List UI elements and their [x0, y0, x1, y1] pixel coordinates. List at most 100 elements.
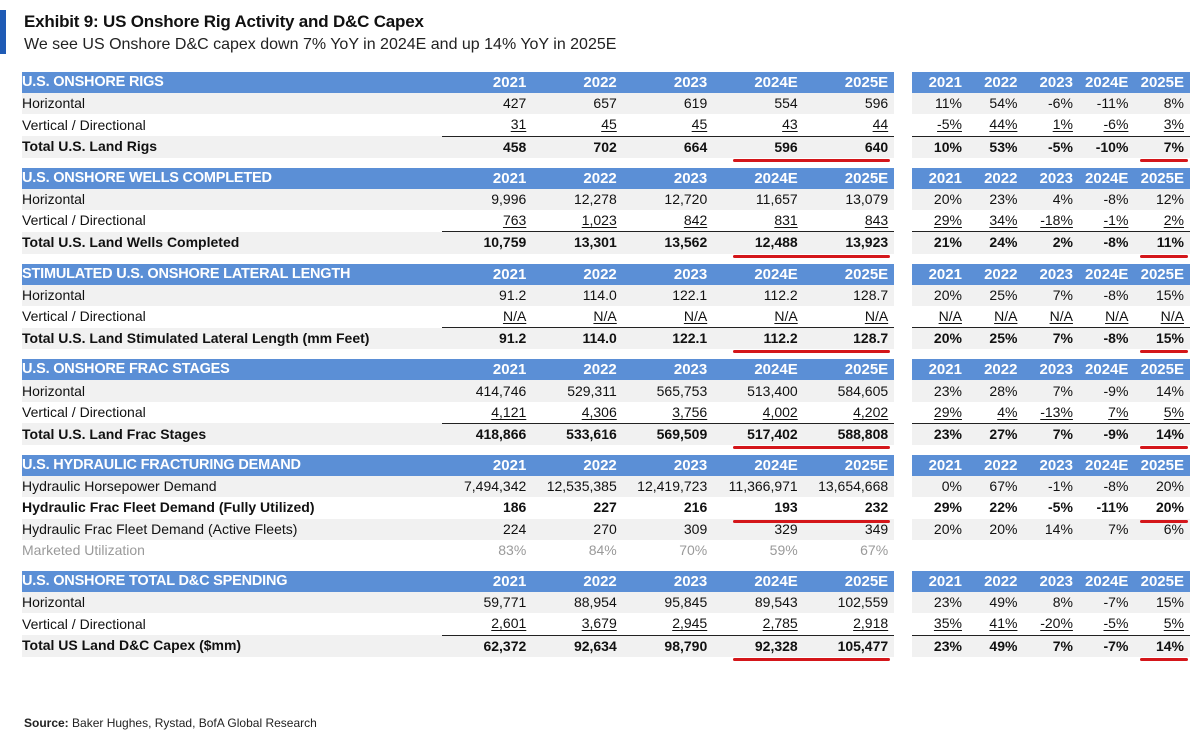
red-underline	[733, 254, 891, 258]
pct-cell: 14%	[1134, 380, 1190, 402]
pct-cell: 67%	[967, 476, 1024, 498]
section-spacer	[22, 445, 1190, 455]
value-cell: 9,996	[441, 188, 533, 211]
pct-cell: 7%	[1023, 634, 1079, 657]
value-cell: 513,400	[713, 380, 804, 402]
year-header-pct: 2024E	[1078, 263, 1135, 285]
pct-cell: 8%	[1134, 93, 1190, 115]
section-header: U.S. ONSHORE WELLS COMPLETED 2021 2022 2023…	[22, 167, 1190, 189]
year-header-pct: 2023	[1023, 455, 1079, 477]
value-cell: 44	[803, 114, 895, 137]
pct-cell: 24%	[967, 231, 1024, 254]
year-header: 2022	[532, 455, 623, 477]
year-header-pct: 2021	[912, 359, 968, 381]
column-gap	[894, 380, 913, 402]
pct-cell: 14%	[1134, 634, 1190, 657]
value-cell: 533,616	[532, 422, 623, 445]
value-cell: 4,121	[441, 401, 533, 424]
year-header-pct: 2024E	[1078, 359, 1135, 381]
table-row: Horizontal 59,771 88,954 95,845 89,543 102,55…	[22, 592, 1190, 614]
value-cell: 114.0	[532, 284, 623, 306]
year-header: 2024E	[713, 167, 804, 189]
value-cell: 664	[622, 135, 714, 158]
value-cell: 193	[713, 497, 804, 519]
table-row: Hydraulic Frac Fleet Demand (Active Flee…	[22, 518, 1190, 540]
pct-cell: -7%	[1078, 634, 1135, 657]
pct-cell: 4%	[1023, 188, 1079, 211]
pct-cell: -11%	[1078, 497, 1135, 519]
value-cell: N/A	[622, 305, 714, 328]
value-cell: 114.0	[532, 327, 623, 350]
value-cell: 842	[622, 210, 714, 232]
value-cell: 112.2	[713, 327, 804, 350]
value-cell: 84%	[532, 539, 623, 561]
value-cell: 122.1	[622, 284, 714, 306]
source-note: Source: Baker Hughes, Rystad, BofA Globa…	[24, 716, 317, 730]
value-cell: 232	[803, 497, 895, 519]
value-cell: 91.2	[441, 327, 533, 350]
value-cell: 554	[713, 93, 804, 115]
value-cell: 11,657	[713, 188, 804, 211]
value-cell: 13,301	[532, 231, 623, 254]
column-gap	[894, 188, 913, 211]
value-cell: N/A	[532, 305, 623, 328]
value-cell: 95,845	[622, 592, 714, 614]
pct-cell: 49%	[967, 634, 1024, 657]
value-cell: 2,601	[441, 613, 533, 635]
red-underline	[733, 350, 891, 354]
year-header-pct: 2021	[912, 570, 968, 593]
value-cell: 112.2	[713, 284, 804, 306]
value-cell: 569,509	[622, 422, 714, 445]
value-cell: 12,535,385	[532, 476, 623, 498]
pct-cell: 20%	[1134, 497, 1190, 519]
year-header-pct: 2022	[967, 359, 1024, 381]
pct-cell: 14%	[1134, 422, 1190, 445]
pct-cell: 2%	[1134, 210, 1190, 232]
value-cell: 10,759	[441, 231, 533, 254]
value-cell: 4,202	[803, 401, 895, 424]
row-label: Marketed Utilization	[22, 539, 442, 561]
pct-cell: 29%	[912, 210, 968, 232]
table-row: Horizontal 9,996 12,278 12,720 11,657 13,079 2…	[22, 188, 1190, 211]
value-cell: 128.7	[803, 284, 895, 306]
pct-cell: 22%	[967, 497, 1024, 519]
pct-cell: -8%	[1078, 476, 1135, 498]
pct-cell: -5%	[912, 114, 968, 137]
value-cell: 418,866	[441, 422, 533, 445]
pct-cell: 27%	[967, 422, 1024, 445]
year-header: 2025E	[803, 359, 895, 381]
table-row: Vertical / Directional N/A N/A N/A N/A N/A N/A…	[22, 305, 1190, 328]
table-row: Horizontal 91.2 114.0 122.1 112.2 128.7 20% 25%…	[22, 284, 1190, 306]
year-header-pct: 2025E	[1134, 263, 1190, 285]
year-header-pct: 2025E	[1134, 72, 1190, 94]
pct-cell: -9%	[1078, 422, 1135, 445]
column-gap	[894, 635, 913, 657]
red-underline	[733, 446, 891, 449]
pct-cell: -10%	[1078, 135, 1135, 158]
value-cell: 102,559	[803, 592, 895, 614]
value-cell: 92,328	[713, 634, 804, 657]
table-row: Total U.S. Land Stimulated Lateral Lengt…	[22, 327, 1190, 350]
value-cell: 309	[622, 518, 714, 540]
value-cell: 13,923	[803, 231, 895, 254]
column-gap	[894, 518, 913, 540]
pct-cell	[1023, 539, 1079, 561]
year-header: 2025E	[803, 167, 895, 189]
pct-cell: 3%	[1134, 114, 1190, 137]
value-cell: 224	[441, 518, 533, 540]
pct-cell: 7%	[1023, 422, 1079, 445]
column-gap	[894, 423, 913, 445]
year-header: 2023	[622, 570, 714, 593]
red-underline	[1140, 350, 1188, 354]
pct-cell: 49%	[967, 592, 1024, 614]
column-gap	[894, 359, 913, 381]
value-cell: 763	[441, 210, 533, 232]
value-cell: 11,366,971	[713, 476, 804, 498]
year-header-pct: 2022	[967, 167, 1024, 189]
row-label: Hydraulic Frac Fleet Demand (Active Flee…	[22, 518, 442, 540]
column-gap	[894, 305, 913, 328]
pct-cell: 20%	[1134, 476, 1190, 498]
pct-cell: 41%	[967, 613, 1024, 635]
value-cell: 59%	[713, 539, 804, 561]
pct-cell: 6%	[1134, 518, 1190, 540]
